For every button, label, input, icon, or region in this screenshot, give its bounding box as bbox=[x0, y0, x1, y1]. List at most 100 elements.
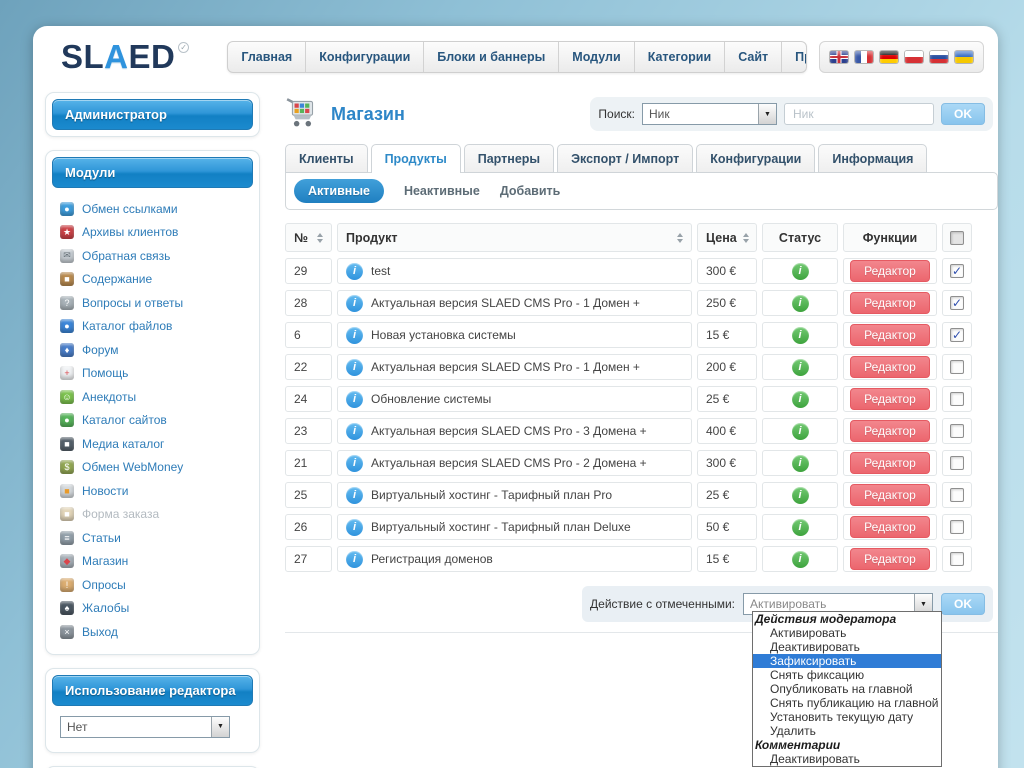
dropdown-menu-item[interactable]: Деактивировать bbox=[770, 752, 860, 766]
status-active-icon[interactable]: i bbox=[791, 518, 809, 536]
sidebar-module-item[interactable]: ■ Новости bbox=[60, 479, 249, 503]
france-flag-icon[interactable] bbox=[855, 51, 873, 63]
sidebar-module-item[interactable]: ● Каталог сайтов bbox=[60, 409, 249, 433]
sidebar-module-item[interactable]: ≡ Статьи bbox=[60, 526, 249, 550]
row-checkbox[interactable] bbox=[950, 456, 964, 470]
editor-button[interactable]: Редактор bbox=[850, 484, 930, 506]
ukraine-flag-icon[interactable] bbox=[955, 51, 973, 63]
sidebar-module-item[interactable]: ? Вопросы и ответы bbox=[60, 291, 249, 315]
uk-flag-icon[interactable] bbox=[830, 51, 848, 63]
info-icon[interactable]: i bbox=[346, 454, 363, 472]
editor-usage-select[interactable]: Нет ▼ bbox=[60, 715, 230, 738]
tab[interactable]: Клиенты bbox=[285, 144, 368, 173]
editor-button[interactable]: Редактор bbox=[850, 324, 930, 346]
sidebar-module-item[interactable]: ☺ Анекдоты bbox=[60, 385, 249, 409]
row-checkbox[interactable] bbox=[950, 424, 964, 438]
bulk-action-ok-button[interactable]: OK bbox=[941, 593, 985, 615]
nav-item[interactable]: Сайт bbox=[725, 42, 783, 72]
search-input[interactable] bbox=[784, 103, 934, 125]
editor-button[interactable]: Редактор bbox=[850, 388, 930, 410]
status-active-icon[interactable]: i bbox=[791, 262, 809, 280]
nav-item[interactable]: Конфигурации bbox=[306, 42, 425, 72]
sidebar-module-item[interactable]: ● Каталог файлов bbox=[60, 315, 249, 339]
nav-item[interactable]: Профиль bbox=[795, 50, 806, 64]
dropdown-menu-item[interactable]: Активировать bbox=[770, 626, 847, 640]
sidebar-module-item[interactable]: ■ Медиа каталог bbox=[60, 432, 249, 456]
sidebar-module-item[interactable]: ● Обмен ссылками bbox=[60, 197, 249, 221]
dropdown-menu-item[interactable]: Опубликовать на главной bbox=[770, 682, 913, 696]
status-active-icon[interactable]: i bbox=[791, 358, 809, 376]
tab[interactable]: Продукты bbox=[370, 144, 461, 173]
sub-tab[interactable]: Добавить bbox=[499, 184, 561, 198]
info-icon[interactable]: i bbox=[346, 358, 363, 376]
col-header-price[interactable]: Цена bbox=[697, 223, 757, 252]
sidebar-module-item[interactable]: ★ Архивы клиентов bbox=[60, 221, 249, 245]
editor-button[interactable]: Редактор bbox=[850, 548, 930, 570]
sidebar-module-item[interactable]: ■ Содержание bbox=[60, 268, 249, 292]
row-checkbox[interactable]: ✓ bbox=[950, 328, 964, 342]
sub-tab[interactable]: Активные bbox=[294, 179, 384, 203]
sort-icon[interactable] bbox=[737, 232, 749, 243]
info-icon[interactable]: i bbox=[346, 262, 363, 280]
dropdown-menu-item[interactable]: Снять публикацию на главной bbox=[770, 696, 939, 710]
slaed-logo[interactable]: SLAED ✓ bbox=[61, 38, 190, 76]
info-icon[interactable]: i bbox=[346, 422, 363, 440]
nav-item[interactable]: Главная bbox=[228, 42, 307, 72]
editor-button[interactable]: Редактор bbox=[850, 516, 930, 538]
row-checkbox[interactable] bbox=[950, 392, 964, 406]
info-icon[interactable]: i bbox=[346, 550, 363, 568]
sidebar-module-item[interactable]: ♦ Форум bbox=[60, 338, 249, 362]
sort-icon[interactable] bbox=[311, 232, 323, 243]
tab[interactable]: Экспорт / Импорт bbox=[557, 144, 694, 173]
info-icon[interactable]: i bbox=[346, 486, 363, 504]
dropdown-menu-item[interactable]: Удалить bbox=[770, 724, 816, 738]
poland-flag-icon[interactable] bbox=[905, 51, 923, 63]
status-active-icon[interactable]: i bbox=[791, 422, 809, 440]
status-active-icon[interactable]: i bbox=[791, 454, 809, 472]
dropdown-menu-item[interactable]: Зафиксировать bbox=[753, 654, 941, 668]
sidebar-module-item[interactable]: ◆ Магазин bbox=[60, 550, 249, 574]
select-all-checkbox[interactable] bbox=[950, 230, 964, 245]
col-header-num[interactable]: № bbox=[285, 223, 332, 252]
status-active-icon[interactable]: i bbox=[791, 326, 809, 344]
germany-flag-icon[interactable] bbox=[880, 51, 898, 63]
sub-tab[interactable]: Неактивные bbox=[403, 184, 480, 198]
sidebar-module-item[interactable]: ■ Форма заказа bbox=[60, 503, 249, 527]
dropdown-menu-item[interactable]: Установить текущую дату bbox=[770, 710, 914, 724]
row-checkbox[interactable] bbox=[950, 488, 964, 502]
info-icon[interactable]: i bbox=[346, 294, 363, 312]
dropdown-menu-item[interactable]: Действия модератора bbox=[755, 612, 897, 626]
editor-button[interactable]: Редактор bbox=[850, 260, 930, 282]
search-ok-button[interactable]: OK bbox=[941, 103, 985, 125]
sidebar-module-item[interactable]: + Помощь bbox=[60, 362, 249, 386]
row-checkbox[interactable] bbox=[950, 520, 964, 534]
sidebar-module-item[interactable]: ✉ Обратная связь bbox=[60, 244, 249, 268]
status-active-icon[interactable]: i bbox=[791, 486, 809, 504]
nav-item[interactable]: Модули bbox=[559, 42, 635, 72]
info-icon[interactable]: i bbox=[346, 326, 363, 344]
tab[interactable]: Партнеры bbox=[463, 144, 555, 173]
nav-item[interactable]: Блоки и баннеры bbox=[424, 42, 560, 72]
editor-button[interactable]: Редактор bbox=[850, 452, 930, 474]
status-active-icon[interactable]: i bbox=[791, 550, 809, 568]
russia-flag-icon[interactable] bbox=[930, 51, 948, 63]
col-header-product[interactable]: Продукт bbox=[337, 223, 692, 252]
search-field-select[interactable]: Ник ▼ bbox=[642, 103, 777, 125]
nav-item[interactable]: Категории bbox=[635, 42, 726, 72]
chevron-down-icon[interactable]: ▼ bbox=[211, 716, 229, 737]
sidebar-module-item[interactable]: × Выход bbox=[60, 620, 249, 644]
status-active-icon[interactable]: i bbox=[791, 390, 809, 408]
sidebar-module-item[interactable]: $ Обмен WebMoney bbox=[60, 456, 249, 480]
status-active-icon[interactable]: i bbox=[791, 294, 809, 312]
info-icon[interactable]: i bbox=[346, 390, 363, 408]
dropdown-menu-item[interactable]: Комментарии bbox=[755, 738, 841, 752]
tab[interactable]: Информация bbox=[818, 144, 928, 173]
dropdown-menu-item[interactable]: Снять фиксацию bbox=[770, 668, 865, 682]
chevron-down-icon[interactable]: ▼ bbox=[914, 594, 932, 614]
dropdown-menu-item[interactable]: Деактивировать bbox=[770, 640, 860, 654]
sort-icon[interactable] bbox=[671, 232, 683, 243]
sidebar-module-item[interactable]: ♠ Жалобы bbox=[60, 597, 249, 621]
editor-button[interactable]: Редактор bbox=[850, 292, 930, 314]
editor-button[interactable]: Редактор bbox=[850, 420, 930, 442]
row-checkbox[interactable] bbox=[950, 360, 964, 374]
